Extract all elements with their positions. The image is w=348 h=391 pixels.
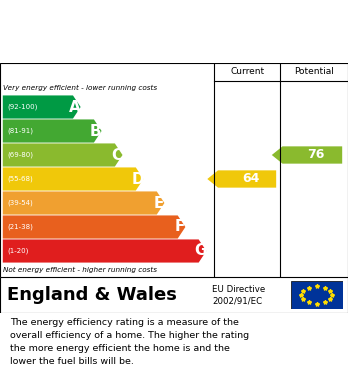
- Text: Not energy efficient - higher running costs: Not energy efficient - higher running co…: [3, 267, 158, 273]
- Polygon shape: [207, 170, 276, 188]
- Text: EU Directive
2002/91/EC: EU Directive 2002/91/EC: [212, 285, 266, 305]
- Text: Energy Efficiency Rating: Energy Efficiency Rating: [7, 39, 209, 54]
- Text: 64: 64: [242, 172, 259, 185]
- Text: A: A: [69, 99, 81, 115]
- Text: 76: 76: [307, 149, 324, 161]
- Text: F: F: [174, 219, 185, 235]
- Text: (1-20): (1-20): [7, 248, 28, 254]
- Text: (21-38): (21-38): [7, 224, 33, 230]
- Polygon shape: [3, 119, 102, 143]
- Polygon shape: [3, 239, 206, 263]
- Text: (39-54): (39-54): [7, 200, 33, 206]
- Polygon shape: [3, 95, 81, 118]
- Polygon shape: [272, 146, 342, 164]
- Polygon shape: [3, 215, 185, 239]
- Text: The energy efficiency rating is a measure of the
overall efficiency of a home. T: The energy efficiency rating is a measur…: [10, 318, 250, 366]
- Text: Current: Current: [230, 68, 264, 77]
- Polygon shape: [3, 143, 122, 167]
- Polygon shape: [3, 167, 143, 190]
- Text: C: C: [111, 147, 122, 163]
- Text: B: B: [90, 124, 102, 138]
- Polygon shape: [3, 192, 164, 215]
- Text: (81-91): (81-91): [7, 128, 33, 134]
- Text: D: D: [131, 172, 144, 187]
- Text: England & Wales: England & Wales: [7, 286, 177, 304]
- Text: G: G: [194, 244, 207, 258]
- Text: Potential: Potential: [294, 68, 334, 77]
- Text: (92-100): (92-100): [7, 104, 37, 110]
- Text: Very energy efficient - lower running costs: Very energy efficient - lower running co…: [3, 85, 158, 91]
- Text: (55-68): (55-68): [7, 176, 33, 182]
- Text: E: E: [153, 196, 164, 210]
- Text: (69-80): (69-80): [7, 152, 33, 158]
